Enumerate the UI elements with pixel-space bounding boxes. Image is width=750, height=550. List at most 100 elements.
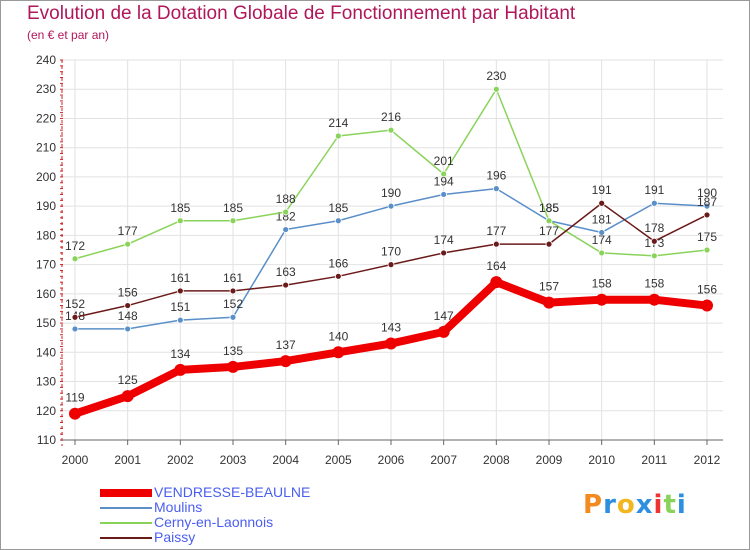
data-point-vendresse: [332, 346, 345, 359]
data-label-paissy: 161: [223, 271, 243, 285]
x-tick-label: 2012: [694, 453, 721, 467]
data-label-vendresse: 164: [486, 259, 506, 273]
data-point-moulins: [387, 202, 395, 210]
y-tick-label: 120: [36, 404, 56, 418]
legend-label-moulins: Moulins: [154, 499, 203, 515]
data-label-vendresse: 157: [539, 280, 559, 294]
data-point-cerny: [598, 249, 606, 257]
data-label-paissy: 178: [644, 221, 664, 235]
data-point-cerny: [229, 217, 237, 225]
data-point-vendresse: [385, 337, 397, 350]
data-label-moulins: 190: [697, 186, 717, 200]
data-point-vendresse: [490, 276, 503, 289]
x-tick-label: 2008: [483, 453, 510, 467]
data-point-moulins: [334, 217, 342, 225]
data-label-cerny: 230: [486, 69, 506, 83]
data-label-moulins: 185: [539, 201, 559, 215]
data-point-paissy: [124, 302, 132, 309]
data-point-moulins: [229, 313, 237, 321]
data-label-vendresse: 134: [170, 347, 190, 361]
data-label-cerny: 175: [697, 230, 717, 244]
y-tick-label: 200: [36, 170, 56, 184]
data-label-vendresse: 119: [65, 391, 84, 405]
data-point-cerny: [124, 240, 132, 248]
y-tick-label: 140: [36, 345, 56, 359]
data-label-paissy: 174: [434, 233, 454, 247]
data-label-moulins: 152: [223, 297, 243, 311]
data-point-vendresse: [227, 360, 239, 373]
data-point-moulins: [71, 325, 79, 333]
data-label-vendresse: 158: [592, 277, 612, 291]
data-label-cerny: 216: [381, 110, 401, 124]
data-label-paissy: 177: [486, 224, 506, 238]
x-tick-label: 2007: [430, 453, 457, 467]
data-point-cerny: [71, 255, 79, 263]
y-tick-label: 210: [36, 141, 56, 155]
logo-letter: x: [635, 490, 654, 520]
data-point-cerny: [334, 132, 342, 140]
data-point-paissy: [545, 240, 553, 248]
data-label-paissy: 163: [276, 265, 296, 279]
y-tick-label: 150: [36, 316, 56, 330]
data-point-vendresse: [543, 296, 555, 309]
data-label-paissy: 166: [328, 256, 348, 270]
data-point-paissy: [598, 199, 606, 207]
data-label-cerny: 177: [118, 224, 138, 238]
legend-label-paissy: Paissy: [154, 529, 196, 545]
data-point-moulins: [703, 202, 711, 210]
logo-letter: t: [663, 490, 677, 520]
logo-letter: r: [603, 490, 617, 520]
data-label-vendresse: 147: [434, 309, 454, 323]
y-tick-label: 160: [36, 287, 56, 301]
legend-swatch-vendresse: [100, 489, 152, 497]
data-label-moulins: 151: [170, 300, 190, 314]
data-point-cerny: [650, 252, 658, 260]
data-label-vendresse: 140: [328, 329, 348, 343]
data-label-cerny: 188: [276, 192, 296, 206]
data-point-vendresse: [279, 355, 292, 368]
data-point-paissy: [703, 211, 711, 219]
data-point-vendresse: [595, 293, 608, 306]
data-label-cerny: 172: [65, 239, 85, 253]
data-point-moulins: [124, 325, 132, 333]
legend-label-cerny: Cerny-en-Laonnois: [154, 514, 274, 530]
data-label-cerny: 174: [592, 233, 612, 247]
data-label-vendresse: 137: [276, 338, 296, 352]
data-label-moulins: 196: [486, 169, 506, 183]
data-point-paissy: [650, 237, 658, 245]
logo-letter: i: [676, 490, 687, 520]
data-label-paissy: 170: [381, 245, 401, 259]
data-point-cerny: [387, 126, 395, 134]
y-tick-label: 130: [36, 375, 56, 389]
data-point-moulins: [650, 199, 658, 207]
y-tick-label: 230: [36, 82, 56, 96]
data-label-moulins: 191: [644, 183, 664, 197]
proxiti-logo: Proxiti: [583, 490, 687, 520]
data-point-paissy: [71, 313, 79, 321]
x-tick-label: 2002: [167, 453, 194, 467]
chart-title: Evolution de la Dotation Globale de Fonc…: [27, 3, 576, 24]
logo-letter: o: [616, 490, 636, 520]
data-point-cerny: [703, 246, 711, 254]
data-point-paissy: [387, 261, 395, 269]
data-point-vendresse: [121, 390, 134, 403]
x-tick-label: 2011: [641, 453, 667, 467]
legend-label-vendresse: VENDRESSE-BEAULNE: [154, 484, 311, 500]
y-tick-label: 240: [36, 53, 56, 67]
legend-swatch-cerny: [100, 522, 152, 524]
data-label-moulins: 185: [328, 201, 348, 215]
data-label-moulins: 190: [381, 186, 401, 200]
data-label-paissy: 191: [592, 183, 612, 197]
logo-letter: i: [653, 490, 664, 520]
data-point-moulins: [598, 229, 606, 236]
data-label-vendresse: 125: [118, 373, 138, 387]
y-tick-label: 190: [36, 199, 56, 213]
data-label-paissy: 152: [65, 297, 85, 311]
data-label-moulins: 194: [434, 174, 454, 188]
data-label-cerny: 214: [328, 116, 348, 130]
data-point-moulins: [282, 226, 290, 233]
data-label-paissy: 187: [697, 195, 717, 209]
data-label-vendresse: 156: [697, 283, 717, 297]
x-tick-label: 2006: [378, 453, 405, 467]
data-point-moulins: [492, 185, 500, 193]
